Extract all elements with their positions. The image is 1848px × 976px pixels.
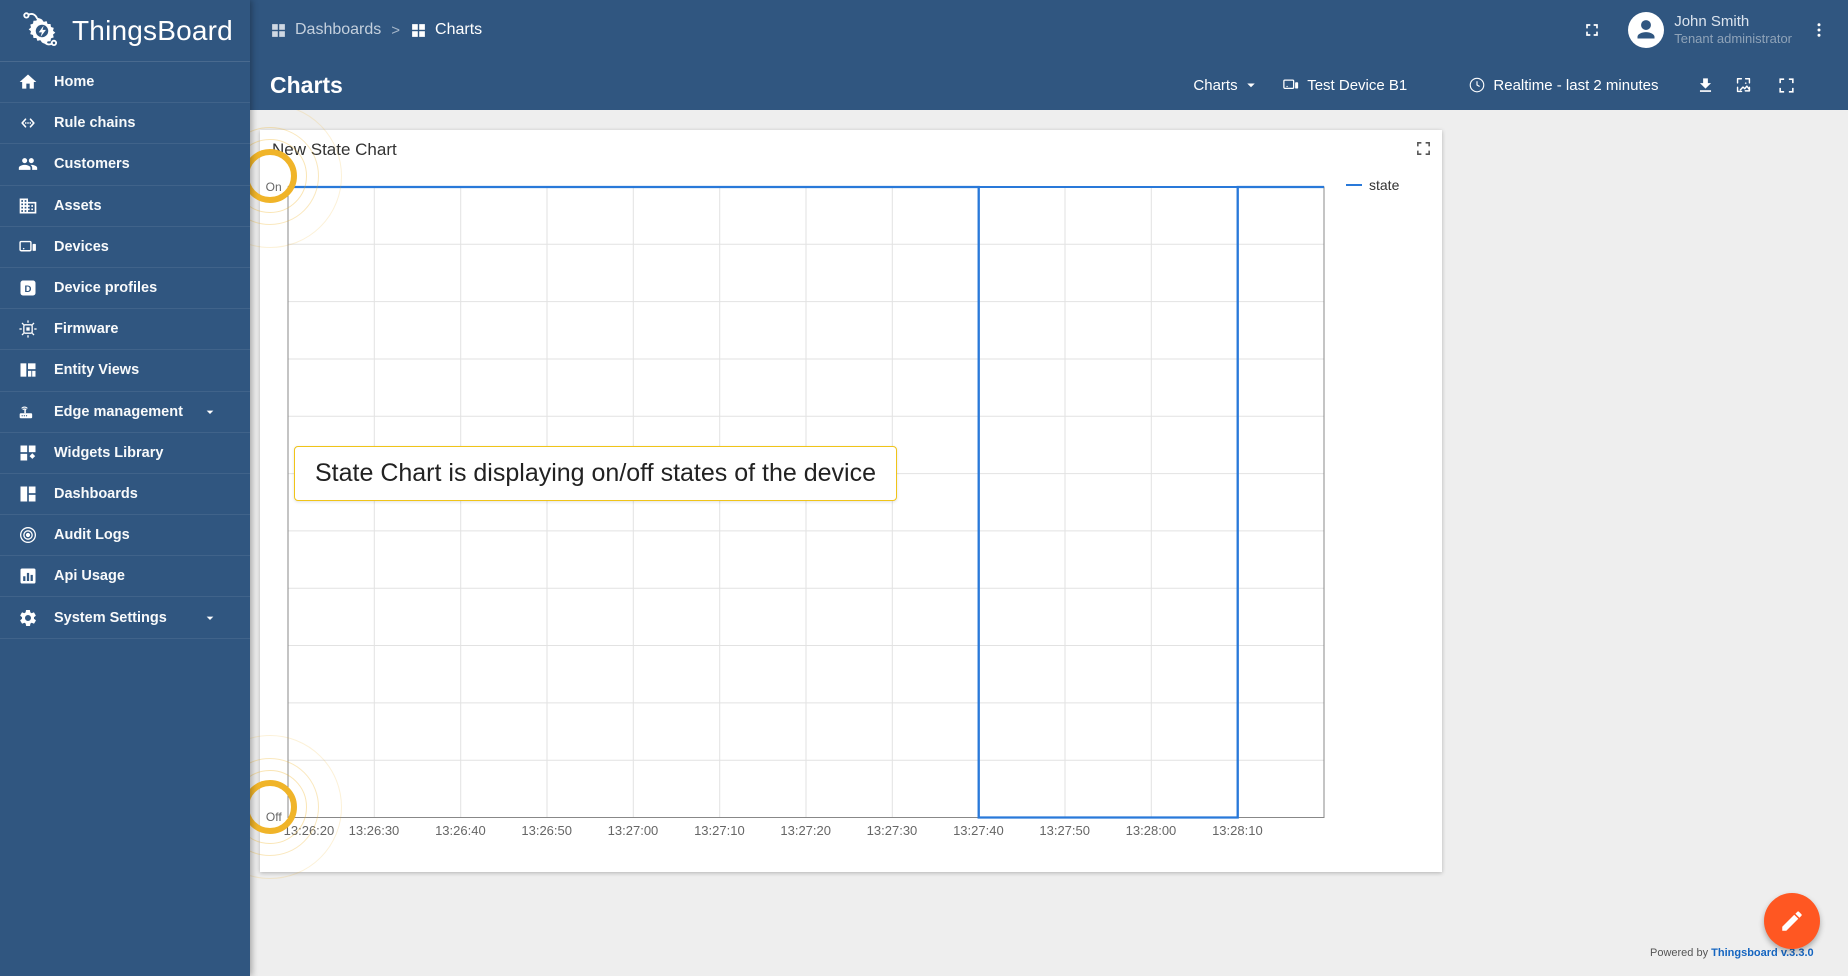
svg-text:D: D: [25, 284, 32, 295]
